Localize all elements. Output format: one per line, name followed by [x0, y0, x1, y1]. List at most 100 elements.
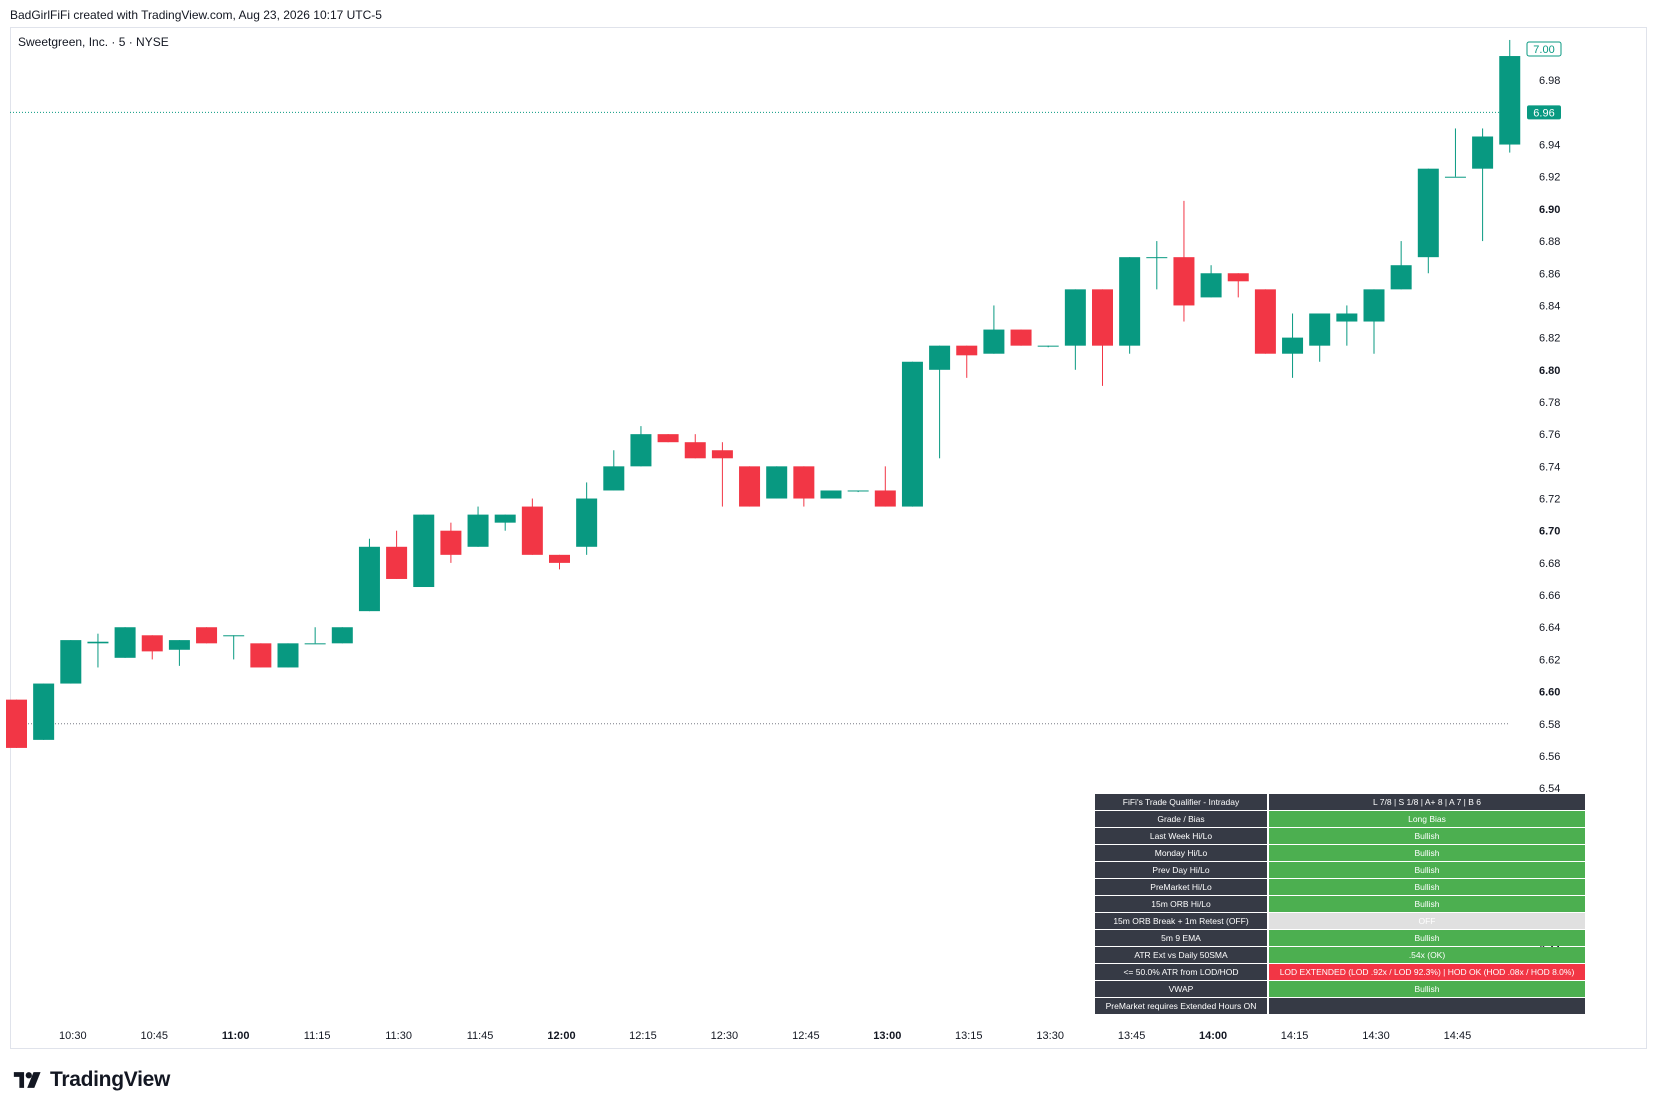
qualifier-value: Bullish	[1269, 879, 1585, 895]
y-axis-tick-label: 6.58	[1539, 719, 1560, 731]
candle	[1309, 313, 1331, 362]
candle-body	[766, 466, 788, 499]
x-axis-tick-label: 14:30	[1362, 1030, 1390, 1042]
y-axis-tick-label: 6.84	[1539, 300, 1560, 312]
qualifier-value: Bullish	[1269, 845, 1585, 861]
candle-body	[1227, 273, 1249, 282]
candle-body	[1282, 337, 1304, 354]
qualifier-row: 15m ORB Break + 1m Retest (OFF) OFF	[1095, 913, 1585, 929]
qualifier-label: Grade / Bias	[1095, 811, 1269, 827]
y-axis-tick-label: 6.86	[1539, 268, 1560, 280]
x-axis-tick-label: 12:15	[629, 1030, 657, 1042]
candle-body	[1254, 289, 1276, 354]
qualifier-row: VWAP Bullish	[1095, 981, 1585, 997]
x-axis-tick-label: 11:30	[385, 1030, 412, 1042]
x-axis-tick-label: 12:00	[547, 1030, 575, 1042]
last-price-badge	[1527, 105, 1561, 120]
candle-body	[277, 643, 299, 668]
candle	[6, 699, 27, 748]
qualifier-label: Last Week Hi/Lo	[1095, 828, 1269, 844]
candle-body	[1472, 136, 1494, 169]
candle-body	[440, 530, 462, 555]
qualifier-title: FiFi's Trade Qualifier - Intraday	[1095, 794, 1269, 810]
y-axis-tick-label: 6.60	[1539, 687, 1560, 699]
candle	[386, 530, 408, 579]
last-price-label: 6.96	[1533, 107, 1554, 119]
candle	[1092, 289, 1113, 386]
qualifier-row: PreMarket Hi/Lo Bullish	[1095, 879, 1585, 895]
tradingview-brand[interactable]: TradingView	[12, 1068, 170, 1092]
candle	[304, 627, 326, 645]
candle	[1146, 241, 1168, 290]
y-axis-tick-label: 6.74	[1539, 461, 1560, 473]
qualifier-row: Prev Day Hi/Lo Bullish	[1095, 862, 1585, 878]
candle	[114, 627, 136, 658]
candle-body	[657, 434, 679, 443]
x-axis-tick-label: 14:15	[1281, 1030, 1309, 1042]
x-axis-tick-label: 11:15	[304, 1030, 331, 1042]
x-axis-tick-label: 13:30	[1036, 1030, 1064, 1042]
qualifier-value: OFF	[1269, 913, 1585, 929]
candle-body	[467, 514, 489, 547]
qualifier-row: Grade / Bias Long Bias	[1095, 811, 1585, 827]
candle-body	[684, 442, 706, 459]
candle	[1499, 39, 1521, 153]
candle	[1010, 329, 1032, 346]
candle	[766, 466, 788, 499]
y-axis-tick-label: 6.66	[1539, 590, 1560, 602]
x-axis-tick-label: 11:00	[222, 1030, 250, 1042]
candle	[331, 627, 353, 644]
symbol-title[interactable]: Sweetgreen, Inc. · 5 · NYSE	[18, 35, 169, 49]
y-axis-tick-label: 6.56	[1539, 751, 1560, 763]
qualifier-value: Long Bias	[1269, 811, 1585, 827]
candle	[1037, 345, 1059, 348]
y-axis-tick-label: 6.64	[1539, 622, 1560, 634]
candle-body	[901, 361, 923, 507]
qualifier-label: VWAP	[1095, 981, 1269, 997]
candle-body	[413, 514, 435, 588]
qualifier-value: Bullish	[1269, 930, 1585, 946]
candle-body	[6, 699, 27, 748]
trade-qualifier-table: FiFi's Trade Qualifier - Intraday L 7/8 …	[1095, 793, 1585, 1015]
candle	[250, 643, 272, 668]
candle	[1200, 265, 1222, 298]
candle	[739, 466, 761, 507]
candle-body	[1200, 273, 1222, 298]
x-axis-tick-label: 10:30	[59, 1030, 87, 1042]
qualifier-row: ATR Ext vs Daily 50SMA .54x (OK)	[1095, 947, 1585, 963]
candle-body	[114, 627, 136, 658]
y-axis-tick-label: 6.98	[1539, 75, 1560, 87]
qualifier-title-value: L 7/8 | S 1/8 | A+ 8 | A 7 | B 6	[1269, 794, 1585, 810]
candle	[223, 635, 245, 660]
candle	[1064, 289, 1086, 370]
candle-body	[1092, 289, 1113, 346]
candle-body	[1010, 329, 1032, 346]
candle	[684, 434, 706, 459]
qualifier-title-row: FiFi's Trade Qualifier - Intraday L 7/8 …	[1095, 794, 1585, 810]
candle	[711, 442, 733, 507]
candle	[576, 482, 598, 555]
candle	[1119, 257, 1141, 354]
qualifier-value: Bullish	[1269, 896, 1585, 912]
candle-body	[929, 345, 951, 370]
candle-body	[983, 329, 1005, 354]
candle-body	[304, 643, 326, 645]
candle	[630, 426, 652, 467]
candle	[413, 514, 435, 588]
candle	[1444, 128, 1466, 178]
candle-body	[60, 640, 82, 684]
candle	[874, 466, 896, 507]
qualifier-label: 15m ORB Break + 1m Retest (OFF)	[1095, 913, 1269, 929]
candle-body	[1444, 176, 1466, 178]
candle	[33, 683, 55, 740]
candle	[1227, 273, 1249, 298]
chart-frame	[10, 27, 1647, 1049]
candle-body	[250, 643, 272, 668]
qualifier-row: Last Week Hi/Lo Bullish	[1095, 828, 1585, 844]
candle-body	[1309, 313, 1331, 346]
candle-body	[331, 627, 353, 644]
y-axis-tick-label: 6.62	[1539, 654, 1560, 666]
candle-body	[1037, 345, 1059, 347]
y-axis-tick-label: 6.70	[1539, 526, 1560, 538]
candle-body	[1390, 265, 1412, 290]
